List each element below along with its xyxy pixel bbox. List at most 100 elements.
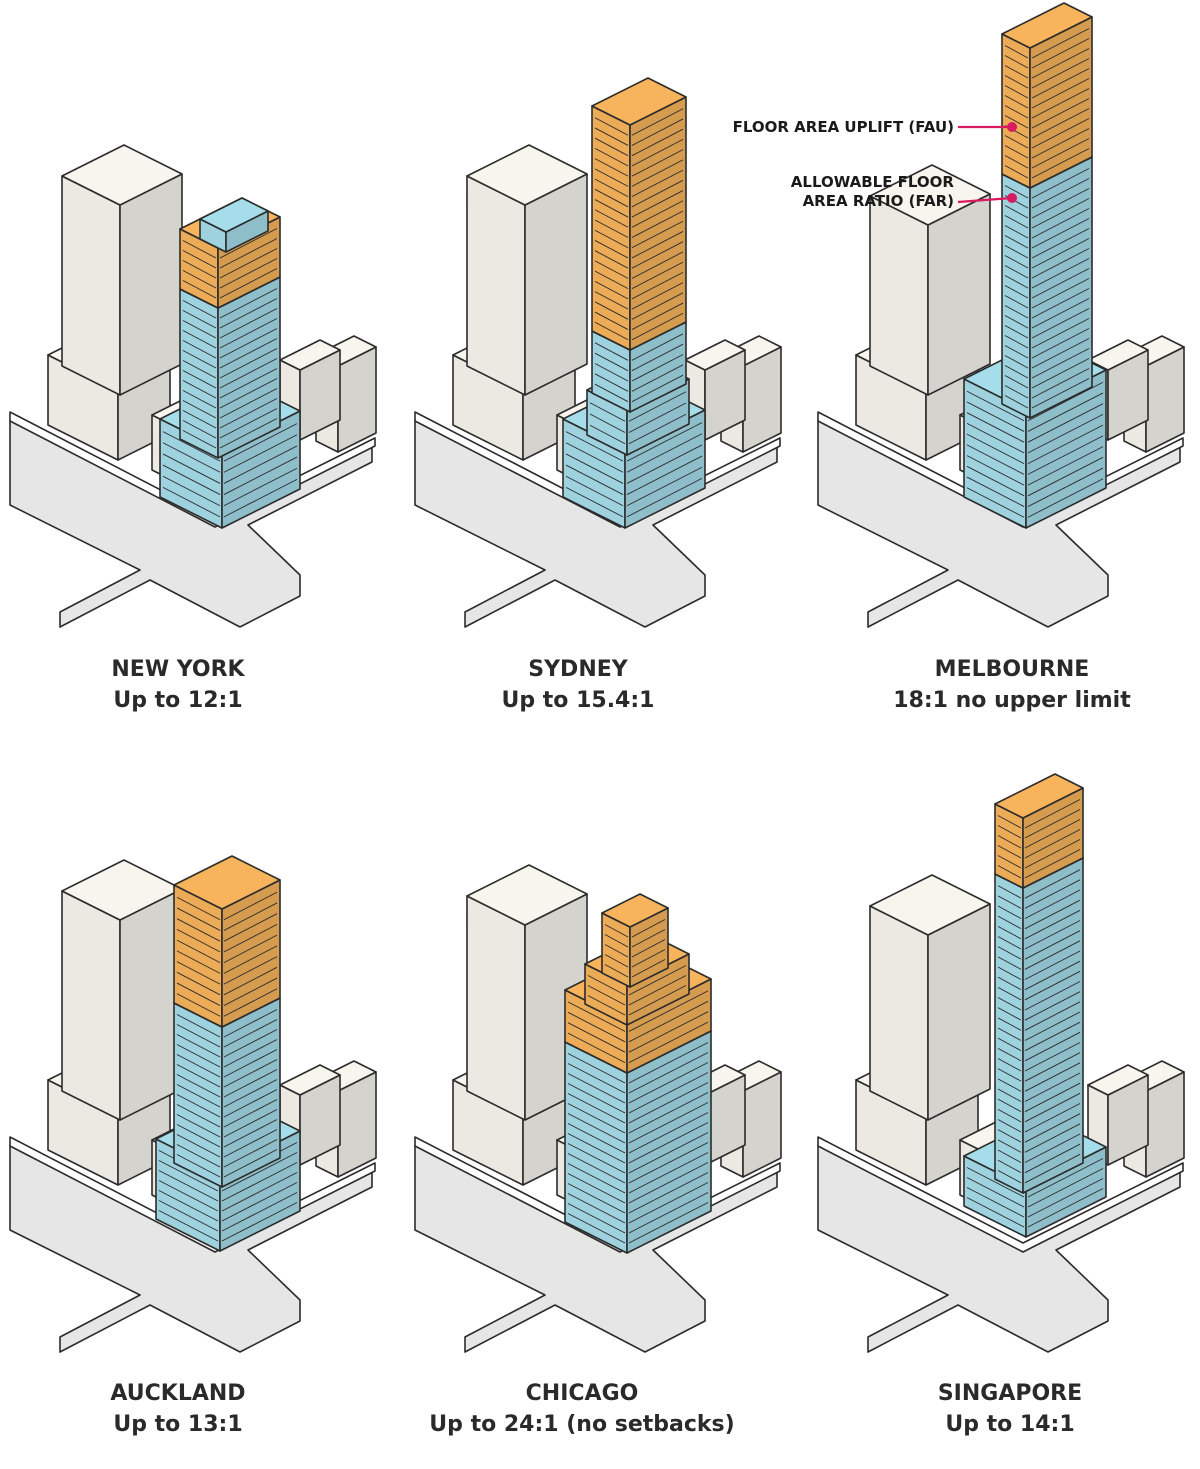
ny-tower-seg-1-floor-line bbox=[182, 270, 217, 289]
akl-tower-seg-0-floor-line bbox=[223, 1119, 278, 1148]
syd-tower-seg-1-floor-line bbox=[631, 261, 684, 290]
mel-tower-seg-1-floor-line bbox=[1004, 155, 1029, 169]
chi-fau-3-top-face bbox=[601, 893, 669, 928]
akl-podium-floor-line bbox=[158, 1170, 219, 1202]
sg-tower-seg-0-floor-line bbox=[997, 1068, 1022, 1082]
sg-tower-seg-0-floor-line bbox=[1024, 1103, 1081, 1133]
akl-tower-seg-0-floor-line bbox=[176, 1114, 221, 1138]
chi-base-floor-line bbox=[628, 1142, 709, 1184]
mel-tower-seg-0-floor-line bbox=[1004, 265, 1029, 279]
akl-tower-seg-0-floor-line bbox=[223, 1059, 278, 1088]
mel-tower-seg-0-floor-line bbox=[1031, 378, 1090, 409]
city-name: NEW YORK bbox=[111, 657, 245, 682]
sg-tower-seg-0-floor-line bbox=[1024, 1011, 1081, 1041]
sg-tower-seg-0-floor-line bbox=[1024, 909, 1081, 940]
akl-tower-seg-0-floor-line bbox=[176, 1144, 221, 1168]
tall-tower-right-face bbox=[119, 173, 183, 396]
mel-tower-seg-1-floor-line bbox=[1004, 55, 1029, 69]
chi-base-floor-line bbox=[567, 1083, 626, 1114]
mel-tower-seg-0-floor-line bbox=[1004, 385, 1029, 399]
mel-tower-seg-0-floor-line bbox=[1031, 358, 1090, 389]
mel-tower-seg-0-floor-line bbox=[1031, 298, 1090, 329]
mel-tower-seg-0-floor-line bbox=[1031, 338, 1090, 369]
mel-tower-seg-1-floor-line bbox=[1031, 118, 1090, 149]
syd-step-floor-line bbox=[628, 402, 687, 433]
syd-podium-floor-line bbox=[626, 444, 703, 484]
mel-tower-seg-0-floor-line bbox=[1031, 288, 1090, 319]
mel-tower-seg-1-floor-line bbox=[1031, 68, 1090, 99]
sg-tower-seg-0-floor-line bbox=[997, 905, 1022, 919]
mel-tower-seg-0-floor-line bbox=[1004, 315, 1029, 329]
syd-tower-seg-1-floor-line bbox=[631, 159, 684, 187]
syd-tower-seg-0-floor-line bbox=[631, 364, 684, 392]
chi-fau-3-floor-line bbox=[604, 954, 629, 968]
sg-tower-seg-0-floor-line bbox=[997, 1088, 1022, 1102]
chi-fau-1-floor-line bbox=[628, 990, 709, 1032]
sg-tower-seg-1-floor-line bbox=[1024, 809, 1081, 839]
road-surface bbox=[9, 419, 373, 628]
syd-tower-seg-1-floor-line bbox=[594, 168, 629, 187]
sg-tower-seg-0-floor-line bbox=[1024, 1042, 1081, 1072]
chi-fau-1-floor-line bbox=[628, 1021, 709, 1064]
mel-tower-seg-1-floor-line bbox=[1031, 28, 1090, 59]
syd-tower-seg-1-floor-line bbox=[594, 311, 629, 330]
mel-tower-seg-0-floor-line bbox=[1031, 258, 1090, 289]
akl-tower-seg-1-floor-line bbox=[176, 929, 221, 953]
ratio-label: Up to 14:1 bbox=[945, 1412, 1075, 1437]
mel-tower-seg-0 bbox=[1001, 142, 1093, 419]
akl-tower-seg-0-floor-line bbox=[176, 1044, 221, 1068]
sg-podium-floor-line bbox=[1027, 1178, 1104, 1218]
chi-base-floor-line bbox=[628, 1102, 709, 1144]
akl-podium-floor-line bbox=[158, 1200, 219, 1232]
syd-tower-seg-0 bbox=[591, 302, 687, 413]
akl-tower-seg-0-floor-line bbox=[176, 1084, 221, 1108]
tall-tower-right-face bbox=[524, 173, 588, 396]
road-surface bbox=[414, 1144, 778, 1353]
akl-tower-seg-0-floor-line bbox=[223, 1089, 278, 1118]
ny-tower-seg-0-floor-line bbox=[219, 418, 278, 449]
sg-podium-floor-line bbox=[966, 1197, 1025, 1228]
city-panel bbox=[9, 855, 377, 1353]
akl-tower-seg-1-floor-line bbox=[176, 907, 221, 931]
sg-tower-seg-0-floor-line bbox=[997, 986, 1022, 1001]
mel-tower-seg-0-floor-line bbox=[1031, 278, 1090, 309]
syd-step-floor-line bbox=[589, 402, 626, 422]
ratio-label: 18:1 no upper limit bbox=[893, 688, 1131, 713]
syd-tower-seg-0-floor-line bbox=[631, 333, 684, 361]
ny-tower-seg-0-floor-line bbox=[182, 330, 217, 349]
akl-tower-seg-0-floor-line bbox=[223, 1099, 278, 1128]
akl-tower-seg-0-floor-line bbox=[176, 1034, 221, 1058]
akl-tower-seg-1-floor-line bbox=[223, 913, 278, 942]
tall-tower-left-face bbox=[869, 195, 929, 396]
mel-podium-floor-line bbox=[966, 444, 1025, 475]
tall-tower-right-face bbox=[927, 903, 991, 1121]
chi-base-floor-line bbox=[628, 1082, 709, 1124]
syd-step-floor-line bbox=[589, 424, 626, 445]
chi-fau-1-floor-line bbox=[628, 1000, 709, 1043]
ny-tower-seg-0-floor-line bbox=[182, 320, 217, 339]
chi-fau-3-floor-line bbox=[631, 949, 666, 968]
ny-podium-floor-line bbox=[162, 431, 221, 462]
akl-tower-seg-1-left-face bbox=[173, 884, 223, 1028]
sg-tower-seg-0-floor-line bbox=[997, 976, 1022, 991]
mel-tower-seg-0-floor-line bbox=[1031, 268, 1090, 299]
sg-tower-seg-0-floor-line bbox=[1024, 981, 1081, 1011]
ny-tower-seg-1-floor-line bbox=[219, 268, 278, 299]
sg-tower-seg-0-floor-line bbox=[997, 895, 1022, 909]
chi-fau-1-floor-line bbox=[628, 1011, 709, 1053]
ny-podium-floor-line bbox=[162, 464, 221, 495]
sg-tower-seg-0-floor-line bbox=[1024, 950, 1081, 980]
mel-tower-seg-1-floor-line bbox=[1004, 115, 1029, 129]
tall-tower-top-face bbox=[869, 164, 991, 226]
caption-singapore: SINGAPORE Up to 14:1 bbox=[810, 1378, 1200, 1440]
ny-tower-seg-0-floor-line bbox=[182, 300, 217, 319]
mel-tower-seg-0-floor-line bbox=[1031, 208, 1090, 239]
mel-tower-seg-0-floor-line bbox=[1031, 308, 1090, 339]
mel-tower-seg-0-floor-line bbox=[1031, 368, 1090, 399]
chi-base-floor-line bbox=[567, 1063, 626, 1094]
ny-tower-seg-1-floor-line bbox=[219, 238, 278, 269]
syd-tower-seg-0-floor-line bbox=[594, 342, 629, 361]
akl-tower-seg-0-floor-line bbox=[223, 1139, 278, 1168]
mel-tower-seg-0-floor-line bbox=[1031, 228, 1090, 259]
sg-podium-floor-line bbox=[966, 1187, 1025, 1218]
